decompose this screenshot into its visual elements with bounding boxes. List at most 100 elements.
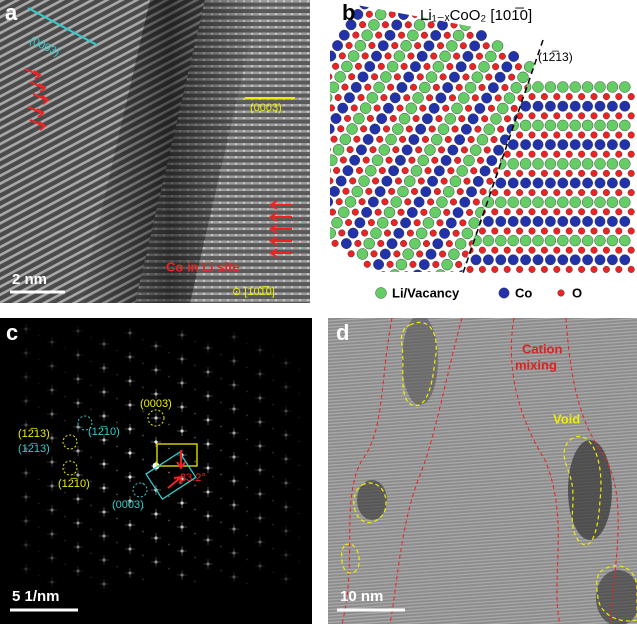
atom — [540, 131, 548, 139]
atom — [498, 52, 506, 60]
atom — [334, 71, 346, 83]
spot-streak — [73, 374, 83, 384]
atom — [540, 169, 548, 177]
atom — [364, 61, 376, 72]
spot-streak — [151, 365, 161, 375]
annotation: Co in Li site — [166, 259, 240, 274]
atom — [528, 208, 536, 216]
atom — [594, 215, 606, 227]
arrows — [24, 68, 292, 258]
spot-streak — [281, 550, 291, 560]
atom — [458, 115, 466, 123]
spot — [232, 575, 236, 579]
atom — [474, 103, 486, 114]
atom — [615, 227, 623, 235]
atom — [557, 139, 569, 151]
atom — [355, 166, 363, 174]
spot — [76, 425, 80, 429]
atom — [565, 150, 573, 158]
spot — [284, 577, 288, 581]
atom — [553, 227, 561, 235]
atom — [444, 135, 452, 143]
atom — [582, 254, 593, 266]
atom — [374, 208, 382, 216]
atom — [578, 150, 586, 158]
atom — [432, 238, 444, 250]
atom — [369, 146, 377, 154]
spot-streak — [47, 577, 57, 587]
panel-label: c — [6, 320, 18, 345]
atom — [374, 186, 386, 197]
spot-streak — [21, 372, 31, 382]
atom — [368, 19, 380, 31]
atom — [594, 100, 606, 112]
atom — [372, 0, 380, 8]
spot-streak — [255, 441, 265, 451]
arrow — [269, 200, 292, 210]
spot — [90, 384, 92, 387]
spot-streak — [151, 533, 161, 543]
circle — [132, 482, 148, 498]
atom — [481, 115, 489, 123]
atom — [449, 71, 460, 83]
atom — [545, 254, 556, 266]
atom — [400, 217, 411, 229]
atom — [370, 250, 378, 258]
panel-a-image — [0, 0, 310, 303]
spot — [232, 335, 236, 339]
atom — [321, 218, 330, 227]
atom — [606, 234, 619, 247]
atom — [377, 239, 385, 247]
atom — [456, 188, 464, 196]
atom — [347, 50, 360, 62]
atom — [339, 156, 347, 164]
plane-line — [461, 39, 544, 277]
atom — [409, 238, 421, 250]
atom — [627, 265, 635, 273]
spot — [206, 394, 210, 398]
atom — [582, 139, 593, 151]
atom — [412, 92, 424, 104]
spot — [38, 526, 40, 529]
atom — [486, 177, 494, 185]
atom — [510, 104, 518, 112]
atom — [400, 40, 412, 52]
atom — [491, 40, 504, 52]
atom — [447, 167, 455, 175]
spot — [128, 547, 132, 551]
atom — [478, 61, 490, 73]
atom — [367, 219, 375, 227]
spot — [142, 362, 144, 365]
atom — [578, 112, 586, 120]
atom — [590, 150, 598, 158]
spot — [116, 421, 118, 424]
atom — [416, 250, 424, 258]
spot — [116, 541, 118, 544]
atom — [341, 60, 353, 73]
atom — [565, 189, 573, 197]
atom — [516, 227, 524, 235]
spot-streak — [281, 478, 291, 488]
atom — [557, 289, 565, 297]
spot — [168, 495, 170, 498]
spot — [232, 431, 236, 435]
spot — [38, 382, 40, 385]
spot — [24, 519, 28, 523]
atom — [393, 73, 401, 81]
atom — [516, 150, 524, 158]
spot-streak — [229, 452, 239, 462]
atom — [406, 207, 418, 218]
atom — [365, 164, 377, 177]
spot-streak — [151, 509, 161, 519]
atom — [344, 92, 355, 104]
atom — [540, 265, 548, 273]
cyan-box — [145, 451, 197, 501]
atom — [578, 208, 586, 216]
atom — [491, 208, 499, 216]
atom — [507, 139, 519, 151]
atom — [443, 208, 451, 216]
spot — [246, 366, 248, 369]
scale-label: 2 nm — [12, 271, 47, 288]
atom — [507, 254, 519, 266]
atom — [470, 144, 482, 156]
